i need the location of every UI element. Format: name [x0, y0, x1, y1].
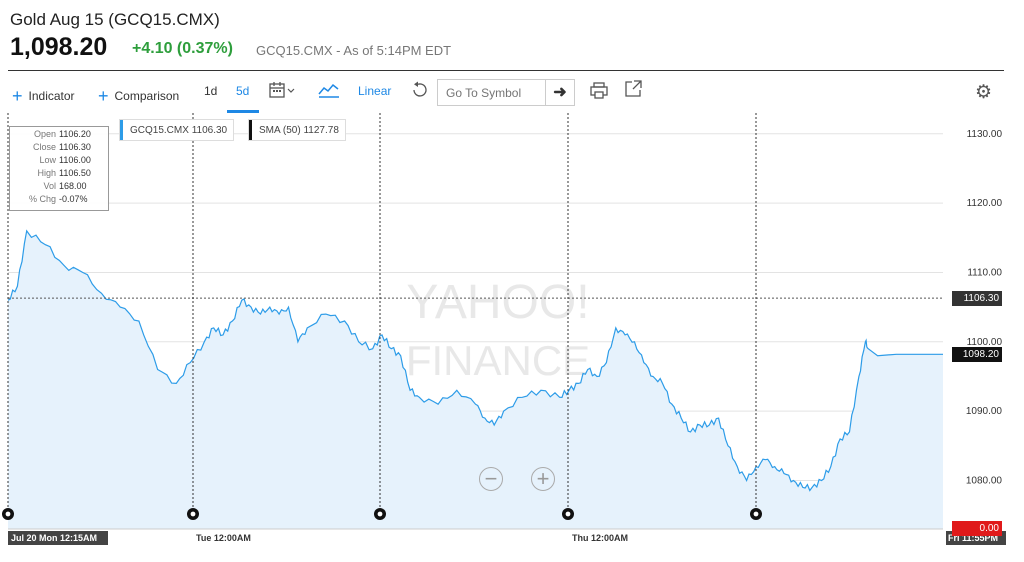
arrow-right-icon[interactable]: ➜ — [545, 80, 574, 105]
y-tick-label: 1100.00 — [967, 337, 1003, 348]
price-series-line — [7, 229, 943, 492]
info-row-high: High 1106.50 — [37, 168, 91, 178]
range-1d-tab[interactable]: 1d — [204, 84, 218, 98]
x-label-mon: Jul 20 Mon 12:15AM — [11, 533, 97, 543]
series-color-swatch — [120, 120, 123, 140]
crosshair-price-tag: 1106.30 — [952, 290, 1002, 306]
price-change: +4.10 (0.37%) — [132, 40, 233, 57]
add-indicator-button[interactable]: + Indicator — [12, 86, 75, 106]
instrument-title: Gold Aug 15 (GCQ15.CMX) — [10, 10, 220, 29]
info-row-low: Low 1106.00 — [39, 155, 91, 165]
event-marker-icon[interactable] — [374, 508, 386, 520]
header-divider — [8, 70, 1004, 71]
day-separators — [2, 113, 762, 521]
legend-sma-chip[interactable]: SMA (50) 1127.78 — [248, 119, 346, 141]
y-tick-label: 1080.00 — [966, 475, 1003, 486]
ohlc-info-box: Open 1106.20 Close 1106.30 Low 1106.00 High… — [9, 126, 109, 211]
plus-icon: + — [98, 86, 109, 106]
crosshair-date-tag — [8, 531, 108, 545]
watermark-finance: FINANCE — [406, 337, 590, 384]
price-chart[interactable]: YAHOO! FINANCE 1080.00 1090.00 1100.00 1110… — [0, 113, 1024, 548]
price-area-fill — [8, 230, 943, 529]
zoom-out-button[interactable]: − — [479, 467, 503, 491]
y-tick-label: 1130.00 — [967, 129, 1003, 140]
x-label-tue: Tue 12:00AM — [196, 533, 251, 543]
info-row-close: Close 1106.30 — [32, 142, 91, 152]
event-marker-icon[interactable] — [2, 508, 14, 520]
x-label-fri: Fri 11:55PM — [948, 533, 998, 543]
symbol-search-input[interactable] — [438, 80, 562, 105]
chart-toolbar: +Indicator +Comparison 1d 5d Linear ➜ ⚙ — [0, 71, 1024, 113]
info-row-open: Open 1106.20 — [33, 129, 91, 139]
info-row-vol: Vol 168.00 — [43, 181, 87, 191]
y-axis-labels: 1080.00 1090.00 1100.00 1110.00 1120.00 1130.… — [966, 129, 1003, 487]
as-of-timestamp: GCQ15.CMX - As of 5:14PM EDT — [256, 43, 452, 58]
last-price-tag: 1098.20 — [952, 346, 1002, 362]
y-tick-label: 1090.00 — [966, 406, 1003, 417]
event-marker-icon[interactable] — [750, 508, 762, 520]
print-icon[interactable] — [589, 81, 609, 99]
active-tab-indicator — [227, 110, 259, 113]
legend-series-chip[interactable]: GCQ15.CMX 1106.30 — [119, 119, 235, 141]
watermark-yahoo: YAHOO! — [406, 276, 589, 329]
share-icon[interactable] — [624, 79, 644, 99]
volume-zero-tag: 0.00 — [952, 521, 1002, 536]
zoom-in-button[interactable]: + — [531, 467, 555, 491]
sma-color-swatch — [249, 120, 252, 140]
range-5d-tab[interactable]: 5d — [236, 84, 250, 98]
info-row-pct-chg: % Chg -0.07% — [28, 194, 88, 204]
go-to-symbol: ➜ — [437, 79, 575, 106]
plus-icon: + — [12, 86, 23, 106]
chart-type-icon[interactable] — [318, 81, 340, 99]
y-tick-label: 1120.00 — [967, 198, 1003, 209]
settings-gear-icon[interactable]: ⚙ — [975, 82, 993, 103]
y-tick-label: 1110.00 — [967, 267, 1002, 278]
scale-linear-button[interactable]: Linear — [358, 84, 392, 98]
event-marker-icon[interactable] — [562, 508, 574, 520]
event-marker-icon[interactable] — [187, 508, 199, 520]
last-price: 1,098.20 — [10, 33, 108, 61]
calendar-icon[interactable] — [269, 81, 297, 99]
reset-icon[interactable] — [410, 81, 428, 99]
x-label-thu: Thu 12:00AM — [572, 533, 628, 543]
add-comparison-button[interactable]: + Comparison — [98, 86, 180, 106]
